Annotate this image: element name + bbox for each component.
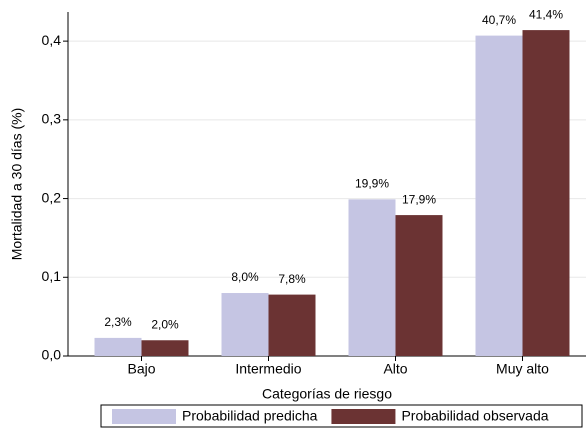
bar	[221, 293, 269, 356]
value-label: 17,9%	[402, 192, 436, 206]
bar	[94, 337, 142, 356]
y-tick-label: 0,0	[42, 347, 62, 363]
bar	[268, 294, 316, 356]
value-label: 41,4%	[529, 7, 563, 21]
x-axis-title: Categorías de riesgo	[262, 386, 392, 402]
legend-label: Probabilidad observada	[401, 408, 548, 424]
x-tick-label: Alto	[383, 361, 407, 377]
value-label: 19,9%	[355, 177, 389, 191]
bar	[348, 199, 396, 356]
y-tick-label: 0,4	[42, 32, 62, 48]
x-tick-label: Muy alto	[496, 361, 549, 377]
value-label: 7,8%	[278, 272, 306, 286]
y-tick-label: 0,2	[42, 189, 62, 205]
y-axis-title: Mortalidad a 30 días (%)	[9, 108, 25, 261]
value-label: 2,3%	[104, 315, 132, 329]
bar	[395, 215, 443, 356]
value-label: 40,7%	[482, 13, 516, 27]
y-tick-label: 0,3	[42, 111, 62, 127]
x-tick-label: Bajo	[127, 361, 155, 377]
legend-box	[100, 404, 583, 428]
legend-swatch	[112, 409, 176, 424]
bar	[141, 340, 189, 356]
value-label: 8,0%	[231, 270, 259, 284]
legend-swatch	[331, 409, 396, 424]
bar	[475, 35, 523, 356]
x-tick-label: Intermedio	[235, 361, 301, 377]
value-label: 2,0%	[151, 317, 179, 331]
bar	[522, 30, 570, 357]
y-tick-label: 0,1	[42, 268, 62, 284]
legend-label: Probabilidad predicha	[182, 408, 318, 424]
